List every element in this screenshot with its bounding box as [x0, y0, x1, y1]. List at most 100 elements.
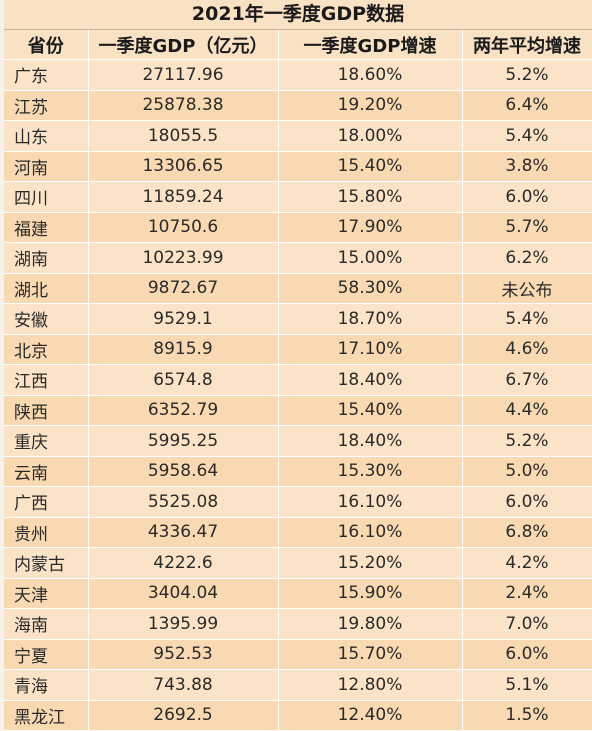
cell-province: 福建: [4, 212, 89, 243]
cell-gdp-growth: 18.40%: [278, 425, 463, 457]
cell-province: 重庆: [4, 425, 89, 457]
cell-province: 陕西: [4, 395, 89, 426]
header-row: 省份 一季度GDP（亿元） 一季度GDP增速 两年平均增速: [4, 30, 592, 60]
cell-gdp: 952.53: [88, 639, 279, 670]
cell-gdp: 5525.08: [88, 486, 279, 518]
cell-gdp: 9529.1: [88, 303, 279, 335]
cell-two-year-avg: 7.0%: [462, 608, 592, 640]
cell-province: 宁夏: [4, 639, 89, 670]
cell-province: 云南: [4, 456, 89, 487]
table-row: 青海 743.88 12.80% 5.1%: [4, 669, 592, 701]
cell-two-year-avg: 6.7%: [462, 364, 592, 396]
cell-two-year-avg: 1.5%: [462, 700, 592, 731]
cell-gdp-growth: 15.90%: [278, 578, 463, 609]
table-row: 内蒙古 4222.6 15.20% 4.2%: [4, 547, 592, 579]
cell-gdp: 6574.8: [88, 364, 279, 396]
cell-gdp-growth: 18.40%: [278, 364, 463, 396]
cell-province: 内蒙古: [4, 547, 89, 579]
table-row: 四川 11859.24 15.80% 6.0%: [4, 181, 592, 213]
cell-gdp: 10223.99: [88, 242, 279, 274]
cell-two-year-avg: 5.2%: [462, 59, 592, 91]
gdp-table-sheet: 2021年一季度GDP数据 省份 一季度GDP（亿元） 一季度GDP增速 两年平…: [4, 0, 592, 731]
cell-gdp-growth: 15.30%: [278, 456, 463, 487]
cell-gdp-growth: 16.10%: [278, 486, 463, 518]
table-title: 2021年一季度GDP数据: [4, 0, 592, 30]
header-two-year-avg: 两年平均增速: [462, 30, 592, 60]
cell-gdp-growth: 58.30%: [278, 273, 463, 304]
table-row: 河南 13306.65 15.40% 3.8%: [4, 151, 592, 182]
table-row: 江苏 25878.38 19.20% 6.4%: [4, 90, 592, 121]
table-row: 广西 5525.08 16.10% 6.0%: [4, 486, 592, 518]
table-row: 贵州 4336.47 16.10% 6.8%: [4, 517, 592, 548]
table-row: 江西 6574.8 18.40% 6.7%: [4, 364, 592, 396]
cell-gdp-growth: 15.70%: [278, 639, 463, 670]
header-province: 省份: [4, 30, 89, 60]
cell-two-year-avg: 6.8%: [462, 517, 592, 548]
header-gdp-growth: 一季度GDP增速: [278, 30, 463, 60]
cell-province: 湖北: [4, 273, 89, 304]
cell-gdp-growth: 19.80%: [278, 608, 463, 640]
table-row: 宁夏 952.53 15.70% 6.0%: [4, 639, 592, 670]
cell-gdp: 9872.67: [88, 273, 279, 304]
header-gdp: 一季度GDP（亿元）: [88, 30, 279, 60]
cell-two-year-avg: 5.4%: [462, 120, 592, 152]
cell-province: 黑龙江: [4, 700, 89, 731]
cell-province: 天津: [4, 578, 89, 609]
table-row: 陕西 6352.79 15.40% 4.4%: [4, 395, 592, 426]
cell-province: 贵州: [4, 517, 89, 548]
cell-gdp: 2692.5: [88, 700, 279, 731]
cell-two-year-avg: 6.0%: [462, 486, 592, 518]
cell-gdp-growth: 18.70%: [278, 303, 463, 335]
table-row: 重庆 5995.25 18.40% 5.2%: [4, 425, 592, 457]
cell-gdp: 5958.64: [88, 456, 279, 487]
cell-gdp-growth: 17.90%: [278, 212, 463, 243]
table-row: 广东 27117.96 18.60% 5.2%: [4, 59, 592, 91]
cell-gdp-growth: 15.00%: [278, 242, 463, 274]
cell-gdp-growth: 17.10%: [278, 334, 463, 365]
cell-two-year-avg: 6.0%: [462, 181, 592, 213]
cell-province: 安徽: [4, 303, 89, 335]
cell-gdp: 27117.96: [88, 59, 279, 91]
cell-two-year-avg: 5.7%: [462, 212, 592, 243]
cell-province: 北京: [4, 334, 89, 365]
cell-gdp: 4336.47: [88, 517, 279, 548]
cell-province: 广东: [4, 59, 89, 91]
cell-two-year-avg: 5.2%: [462, 425, 592, 457]
table-row: 福建 10750.6 17.90% 5.7%: [4, 212, 592, 243]
cell-two-year-avg: 4.2%: [462, 547, 592, 579]
cell-gdp: 4222.6: [88, 547, 279, 579]
gdp-table: 省份 一季度GDP（亿元） 一季度GDP增速 两年平均增速 广东 27117.96…: [4, 30, 592, 731]
cell-province: 四川: [4, 181, 89, 213]
cell-gdp-growth: 12.40%: [278, 700, 463, 731]
cell-province: 河南: [4, 151, 89, 182]
cell-two-year-avg: 5.4%: [462, 303, 592, 335]
cell-gdp: 6352.79: [88, 395, 279, 426]
cell-gdp: 8915.9: [88, 334, 279, 365]
table-row: 湖北 9872.67 58.30% 未公布: [4, 273, 592, 304]
cell-gdp: 5995.25: [88, 425, 279, 457]
cell-gdp: 743.88: [88, 669, 279, 701]
cell-province: 江苏: [4, 90, 89, 121]
table-row: 安徽 9529.1 18.70% 5.4%: [4, 303, 592, 335]
cell-two-year-avg: 6.4%: [462, 90, 592, 121]
cell-gdp-growth: 18.60%: [278, 59, 463, 91]
cell-two-year-avg: 4.4%: [462, 395, 592, 426]
table-row: 天津 3404.04 15.90% 2.4%: [4, 578, 592, 609]
cell-province: 湖南: [4, 242, 89, 274]
cell-province: 海南: [4, 608, 89, 640]
cell-gdp: 25878.38: [88, 90, 279, 121]
cell-gdp-growth: 15.80%: [278, 181, 463, 213]
cell-gdp-growth: 16.10%: [278, 517, 463, 548]
cell-two-year-avg: 5.1%: [462, 669, 592, 701]
cell-province: 青海: [4, 669, 89, 701]
table-row: 北京 8915.9 17.10% 4.6%: [4, 334, 592, 365]
cell-gdp-growth: 15.40%: [278, 151, 463, 182]
cell-two-year-avg: 6.0%: [462, 639, 592, 670]
cell-gdp: 18055.5: [88, 120, 279, 152]
cell-gdp-growth: 12.80%: [278, 669, 463, 701]
cell-gdp-growth: 15.20%: [278, 547, 463, 579]
cell-two-year-avg: 4.6%: [462, 334, 592, 365]
table-row: 山东 18055.5 18.00% 5.4%: [4, 120, 592, 152]
cell-two-year-avg: 未公布: [462, 273, 592, 304]
cell-province: 山东: [4, 120, 89, 152]
